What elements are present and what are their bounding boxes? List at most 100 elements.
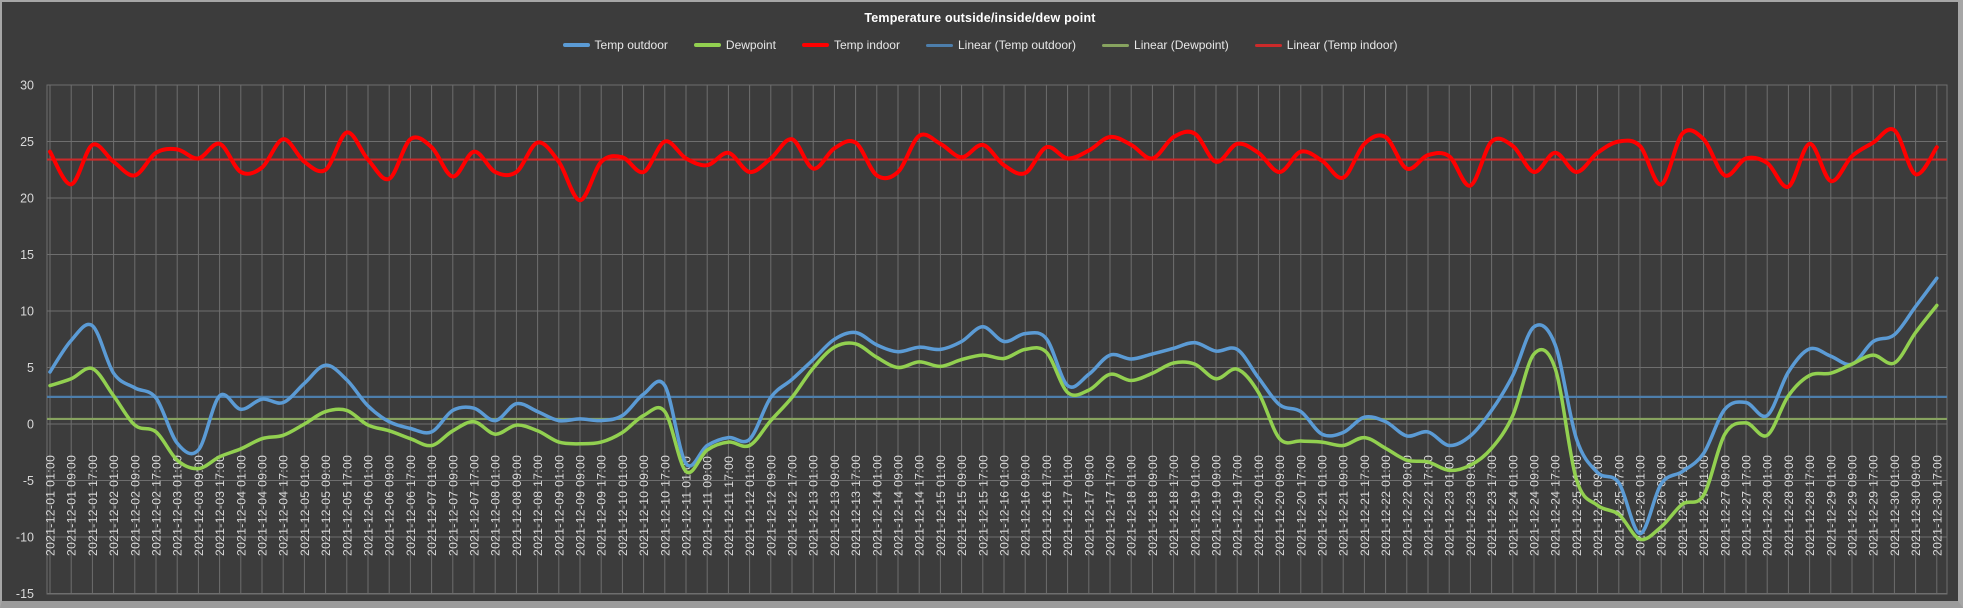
x-axis-tick-label: 2021-12-27 09:00 [1718, 455, 1732, 556]
chart-legend: Temp outdoor Dewpoint Temp indoor Linear… [2, 38, 1958, 52]
x-axis-tick-label: 2021-12-13 09:00 [828, 455, 842, 556]
x-axis-tick-label: 2021-12-13 01:00 [807, 455, 821, 556]
x-axis-tick-label: 2021-12-01 01:00 [44, 455, 58, 556]
y-axis-tick-label: 20 [20, 192, 34, 206]
x-axis-tick-label: 2021-12-28 09:00 [1782, 455, 1796, 556]
x-axis-tick-label: 2021-12-09 09:00 [574, 455, 588, 556]
x-axis-tick-label: 2021-12-23 01:00 [1443, 455, 1457, 556]
x-axis-tick-label: 2021-12-20 01:00 [1252, 455, 1266, 556]
x-axis-tick-label: 2021-12-12 17:00 [786, 455, 800, 556]
x-axis-tick-label: 2021-12-10 09:00 [637, 455, 651, 556]
x-axis-tick-label: 2021-12-21 01:00 [1316, 455, 1330, 556]
x-axis-tick-label: 2021-12-22 09:00 [1400, 455, 1414, 556]
x-axis-tick-label: 2021-12-15 09:00 [955, 455, 969, 556]
legend-item-linear-temp-indoor: Linear (Temp indoor) [1254, 38, 1398, 52]
legend-line-swatch [925, 43, 953, 47]
x-axis-tick-label: 2021-12-14 09:00 [892, 455, 906, 556]
x-axis-tick-label: 2021-12-23 09:00 [1464, 455, 1478, 556]
x-axis-tick-label: 2021-12-22 17:00 [1422, 455, 1436, 556]
legend-label: Dewpoint [725, 38, 776, 52]
y-axis-tick-label: 10 [20, 305, 34, 319]
x-axis-tick-label: 2021-12-09 01:00 [552, 455, 566, 556]
x-axis-tick-label: 2021-12-23 17:00 [1485, 455, 1499, 556]
x-axis-tick-label: 2021-12-25 17:00 [1612, 455, 1626, 556]
legend-label: Linear (Dewpoint) [1134, 38, 1229, 52]
legend-line-swatch [562, 43, 590, 47]
x-axis-tick-label: 2021-12-13 17:00 [849, 455, 863, 556]
x-axis-tick-label: 2021-12-04 01:00 [234, 455, 248, 556]
x-axis-tick-label: 2021-12-16 09:00 [1019, 455, 1033, 556]
x-axis-tick-label: 2021-12-05 17:00 [340, 455, 354, 556]
chart-title: Temperature outside/inside/dew point [864, 11, 1096, 25]
x-axis-tick-label: 2021-12-19 17:00 [1231, 455, 1245, 556]
x-axis-tick-label: 2021-12-03 09:00 [192, 455, 206, 556]
x-axis-tick-label: 2021-12-18 17:00 [1167, 455, 1181, 556]
y-axis-tick-label: -10 [16, 531, 34, 545]
series-line-temp-indoor [48, 127, 1939, 203]
x-axis-tick-label: 2021-12-14 01:00 [870, 455, 884, 556]
x-axis-tick-label: 2021-12-12 01:00 [743, 455, 757, 556]
x-axis-tick-label: 2021-12-05 01:00 [298, 455, 312, 556]
y-axis-tick-label: 0 [27, 418, 34, 432]
x-axis-tick-label: 2021-12-03 17:00 [213, 455, 227, 556]
x-axis-tick-label: 2021-12-02 01:00 [107, 455, 121, 556]
x-axis-tick-label: 2021-12-26 09:00 [1655, 455, 1669, 556]
legend-item-linear-temp-outdoor: Linear (Temp outdoor) [925, 38, 1076, 52]
legend-line-swatch [1254, 43, 1282, 47]
x-axis-tick-label: 2021-12-01 17:00 [86, 455, 100, 556]
x-axis-tick-label: 2021-12-11 09:00 [701, 456, 715, 556]
legend-item-dewpoint: Dewpoint [693, 38, 776, 52]
legend-label: Linear (Temp indoor) [1286, 38, 1398, 52]
x-axis-tick-label: 2021-12-16 01:00 [998, 455, 1012, 556]
legend-label: Temp indoor [833, 38, 900, 52]
x-axis-tick-label: 2021-12-08 17:00 [531, 455, 545, 556]
x-axis-tick-label: 2021-12-28 17:00 [1803, 455, 1817, 556]
x-axis-tick-label: 2021-12-05 09:00 [319, 455, 333, 556]
x-axis-tick-label: 2021-12-25 01:00 [1570, 455, 1584, 556]
y-axis-tick-label: 25 [20, 135, 34, 149]
x-axis-tick-label: 2021-12-24 01:00 [1506, 455, 1520, 556]
x-axis-tick-label: 2021-12-19 01:00 [1188, 455, 1202, 556]
x-axis-tick-label: 2021-12-17 17:00 [1104, 455, 1118, 556]
x-axis-tick-label: 2021-12-10 01:00 [616, 455, 630, 556]
x-axis-tick-label: 2021-12-30 01:00 [1888, 455, 1902, 556]
x-axis-tick-label: 2021-12-28 01:00 [1761, 455, 1775, 556]
x-axis-tick-label: 2021-12-14 17:00 [913, 455, 927, 556]
x-axis-tick-label: 2021-12-18 01:00 [1125, 455, 1139, 556]
x-axis-tick-label: 2021-12-21 17:00 [1358, 455, 1372, 556]
x-axis-tick-label: 2021-12-01 09:00 [65, 455, 79, 556]
x-axis-tick-label: 2021-12-07 17:00 [468, 455, 482, 556]
x-axis-tick-label: 2021-12-06 01:00 [362, 455, 376, 556]
x-axis-tick-label: 2021-12-18 09:00 [1146, 455, 1160, 556]
series-line-temp-outdoor [48, 276, 1939, 536]
x-axis-tick-label: 2021-12-06 17:00 [404, 455, 418, 556]
x-axis-tick-label: 2021-12-17 09:00 [1082, 455, 1096, 556]
legend-line-swatch [693, 43, 721, 47]
x-axis-tick-label: 2021-12-29 17:00 [1867, 455, 1881, 556]
x-axis-tick-label: 2021-12-21 09:00 [1337, 455, 1351, 556]
x-axis-tick-label: 2021-12-03 01:00 [171, 455, 185, 556]
legend-item-temp-indoor: Temp indoor [801, 38, 900, 52]
x-axis-tick-label: 2021-12-29 01:00 [1824, 455, 1838, 556]
legend-item-linear-dewpoint: Linear (Dewpoint) [1102, 38, 1229, 52]
x-axis-tick-label: 2021-12-09 17:00 [595, 455, 609, 556]
x-axis-tick-label: 2021-12-19 09:00 [1210, 455, 1224, 556]
x-axis-tick-label: 2021-12-11 17:00 [722, 456, 736, 556]
x-axis-tick-label: 2021-12-24 09:00 [1528, 455, 1542, 556]
x-axis-tick-label: 2021-12-29 09:00 [1846, 455, 1860, 556]
x-axis-tick-label: 2021-12-24 17:00 [1549, 455, 1563, 556]
x-axis-tick-label: 2021-12-17 01:00 [1061, 455, 1075, 556]
x-axis-tick-label: 2021-12-22 01:00 [1379, 455, 1393, 556]
x-axis-tick-label: 2021-12-27 17:00 [1740, 455, 1754, 556]
x-axis-tick-label: 2021-12-02 09:00 [128, 455, 142, 556]
x-axis-tick-label: 2021-12-07 01:00 [425, 455, 439, 556]
x-axis-tick-label: 2021-12-11 01:00 [680, 456, 694, 556]
y-axis-tick-label: 30 [20, 79, 34, 93]
x-axis-tick-label: 2021-12-06 09:00 [383, 455, 397, 556]
legend-line-swatch [801, 43, 829, 47]
series-line-dewpoint [48, 303, 1939, 542]
x-axis-tick-label: 2021-12-04 17:00 [277, 455, 291, 556]
x-axis-tick-label: 2021-12-15 01:00 [934, 455, 948, 556]
